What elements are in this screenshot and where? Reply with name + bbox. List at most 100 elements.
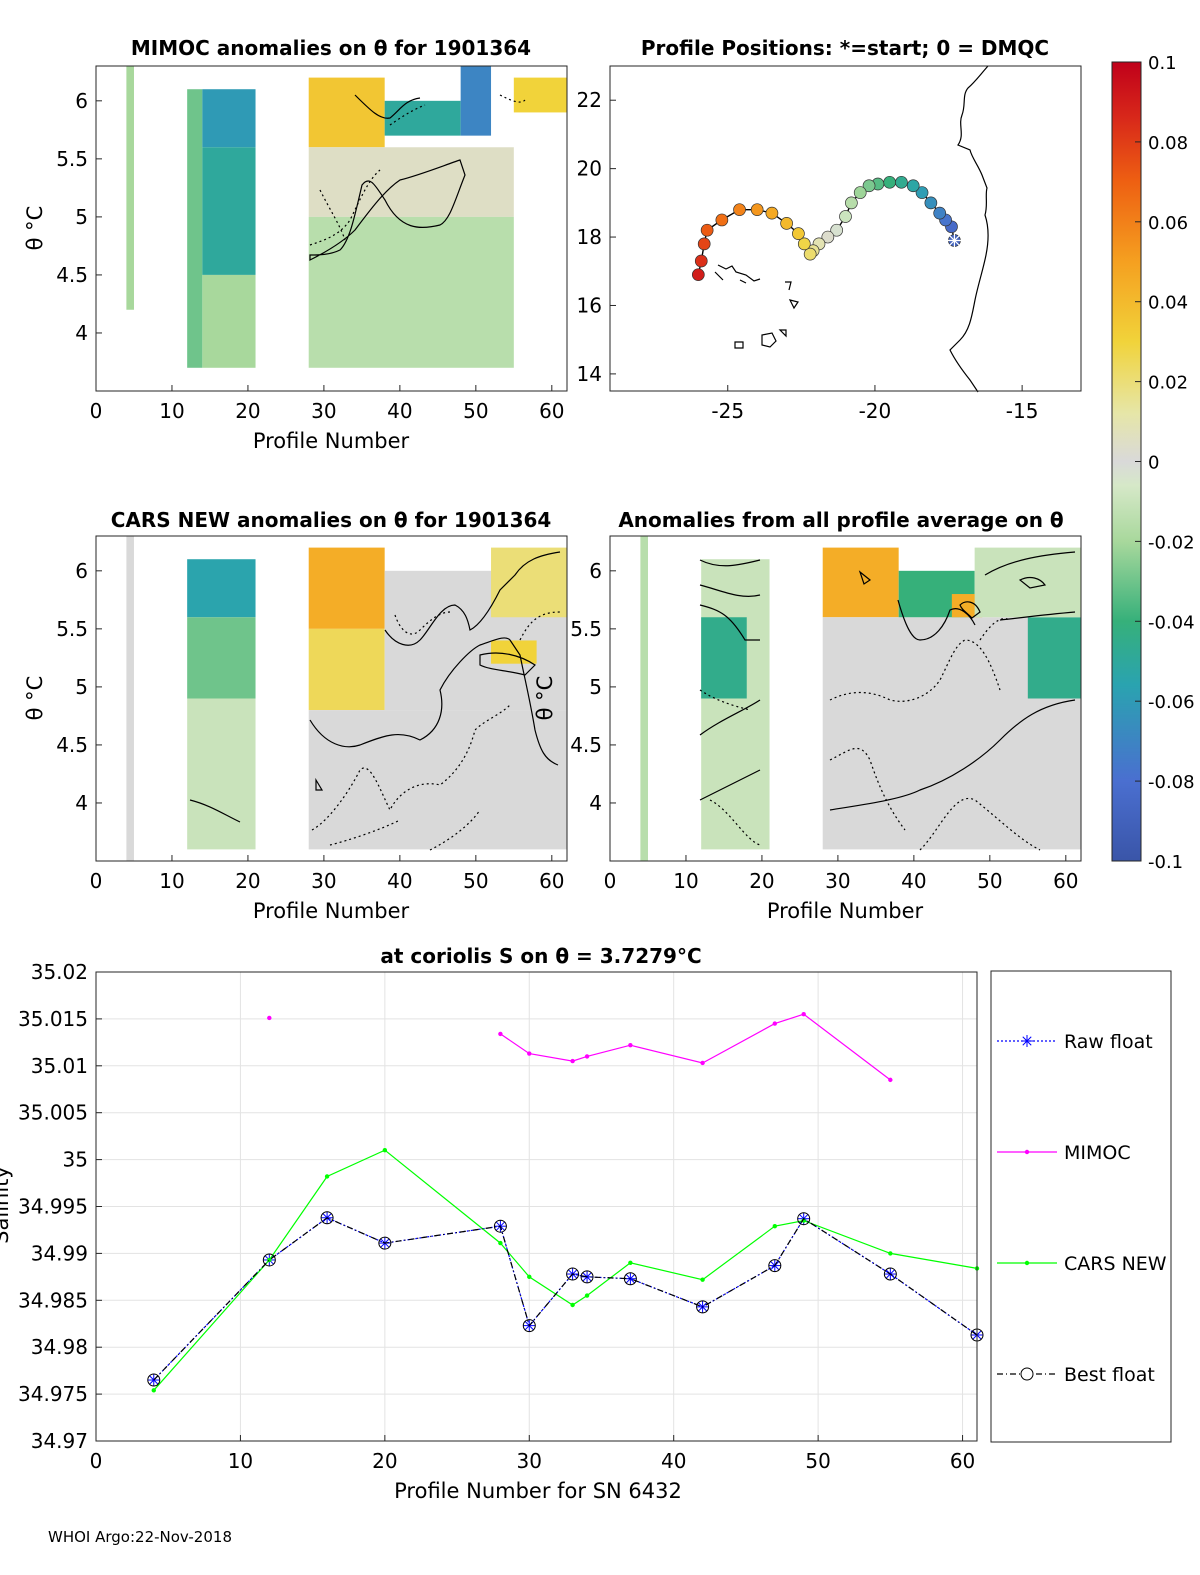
- heatmap-cell: [460, 66, 492, 136]
- cars-ytick-label: 5.5: [56, 617, 88, 641]
- data-point: [498, 1031, 503, 1037]
- legend-marker: [1024, 1149, 1030, 1155]
- profile-position-marker: [830, 223, 844, 237]
- profile-average-anomaly-panel: Anomalies from all profile average on θ …: [533, 508, 1082, 923]
- colorbar-tick-label: 0.02: [1148, 373, 1188, 394]
- salinity-xlabel: Profile Number for SN 6432: [394, 1479, 682, 1503]
- anom-ytick-label: 5: [589, 675, 602, 699]
- positions-xtick-label: -15: [1006, 399, 1039, 423]
- data-point: [570, 1302, 575, 1308]
- heatmap-cell: [308, 710, 567, 850]
- heatmap-cell: [513, 77, 567, 113]
- heatmap-cell: [701, 559, 770, 850]
- colorbar-tick-label: 0.06: [1148, 213, 1188, 234]
- colorbar-tick-label: 0.08: [1148, 133, 1188, 154]
- colorbar-tick-label: -0.08: [1148, 772, 1195, 793]
- data-point: [768, 1259, 782, 1273]
- heatmap-cell: [187, 698, 256, 850]
- legend-marker: [1020, 1367, 1034, 1381]
- anom-xtick-label: 40: [901, 869, 926, 893]
- float-track-line: [697, 181, 956, 275]
- positions-title: Profile Positions: *=start; 0 = DMQC: [641, 36, 1049, 60]
- cars-anomaly-panel: CARS NEW anomalies on θ for 1901364 0 10 2…: [23, 508, 568, 923]
- profile-position-marker: [797, 237, 811, 251]
- colorbar-tick-label: -0.1: [1148, 852, 1183, 873]
- profile-position-marker: [862, 179, 876, 193]
- mimoc-ytick-label: 4: [75, 321, 88, 345]
- cars-xtick-label: 20: [235, 869, 260, 893]
- mimoc-xtick-label: 20: [235, 399, 260, 423]
- mimoc-xtick-label: 0: [90, 399, 103, 423]
- cars-xtick-label: 0: [90, 869, 103, 893]
- colorbar-tick-label: 0.1: [1148, 53, 1177, 74]
- salinity-y-ticks: 35.02 35.015 35.01 35.005 35 34.995 34.99 34.98…: [18, 960, 102, 1453]
- legend-item: MIMOC: [997, 1142, 1131, 1164]
- mimoc-xtick-label: 40: [387, 399, 412, 423]
- anom-ytick-label: 6: [589, 559, 602, 583]
- salinity-ytick-label: 35.015: [18, 1007, 88, 1031]
- salinity-ylabel: Salinity: [0, 1166, 13, 1244]
- data-point: [378, 1236, 392, 1250]
- heatmap-cell: [187, 559, 256, 618]
- heatmap-cell: [308, 216, 514, 368]
- salinity-xtick-label: 50: [805, 1449, 830, 1473]
- legend-label: MIMOC: [1064, 1142, 1131, 1164]
- positions-ytick-label: 18: [577, 225, 602, 249]
- anom-ylabel: θ °C: [533, 676, 557, 721]
- data-point: [324, 1174, 330, 1179]
- legend-item: Raw float: [997, 1031, 1153, 1053]
- data-point: [623, 1272, 637, 1286]
- legend-label: Raw float: [1064, 1031, 1153, 1053]
- salinity-x-ticks: 0 10 20 30 40 50 60: [90, 1435, 975, 1473]
- colorbar-tick-label: 0: [1148, 453, 1159, 474]
- heatmap-cell: [126, 66, 134, 310]
- salinity-ytick-label: 34.975: [18, 1382, 88, 1406]
- cars-ytick-label: 6: [75, 559, 88, 583]
- salinity-xtick-label: 0: [90, 1449, 103, 1473]
- heatmap-cell: [308, 547, 385, 629]
- anom-heatmap-cells: [640, 536, 1081, 861]
- mimoc-xtick-label: 60: [539, 399, 564, 423]
- heatmap-cell: [1027, 617, 1081, 699]
- legend-marker: [1021, 1035, 1033, 1047]
- cars-y-ticks: 6 5.5 5 4.5 4: [56, 559, 102, 815]
- heatmap-cell: [308, 77, 385, 148]
- mimoc-y-ticks: 6 5.5 5 4.5 4: [56, 89, 102, 345]
- data-point: [772, 1021, 778, 1026]
- mimoc-heatmap-cells: [126, 66, 567, 368]
- heatmap-cell: [640, 536, 648, 861]
- mimoc-xtick-label: 50: [463, 399, 488, 423]
- positions-ytick-label: 22: [577, 88, 602, 112]
- mimoc-contour-solid: [309, 94, 466, 261]
- data-point: [262, 1253, 276, 1267]
- data-point: [883, 1267, 897, 1281]
- salinity-xtick-label: 20: [372, 1449, 397, 1473]
- positions-ytick-label: 14: [577, 362, 602, 386]
- anom-contour-dotted: [699, 618, 1041, 851]
- colorbar: 0.1 0.08 0.06 0.04 0.02 0 -0.02 -0.04 -0.06 -0.08…: [1111, 53, 1195, 873]
- mimoc-x-ticks: 0 10 20 30 40 50 60: [90, 385, 565, 423]
- cars-ytick-label: 4.5: [56, 733, 88, 757]
- data-point: [320, 1211, 334, 1225]
- cars-axes-box: [95, 535, 568, 862]
- cars-title: CARS NEW anomalies on θ for 1901364: [111, 508, 552, 532]
- heatmap-cell: [822, 547, 899, 618]
- heatmap-cell: [202, 147, 256, 275]
- data-point: [570, 1058, 575, 1064]
- heatmap-cell: [308, 628, 385, 711]
- legend-marker: [1024, 1260, 1030, 1266]
- data-point: [696, 1300, 710, 1314]
- mimoc-ytick-label: 5: [75, 205, 88, 229]
- data-point: [267, 1257, 272, 1263]
- positions-axes-box: [609, 65, 1082, 392]
- data-point: [493, 1219, 507, 1233]
- profile-position-marker: [750, 203, 764, 217]
- series-line: [153, 1217, 978, 1381]
- cars-ytick-label: 5: [75, 675, 88, 699]
- salinity-ytick-label: 34.985: [18, 1288, 88, 1312]
- anom-xtick-label: 20: [749, 869, 774, 893]
- salinity-xtick-label: 30: [517, 1449, 542, 1473]
- data-point: [628, 1042, 633, 1048]
- cars-xtick-label: 60: [539, 869, 564, 893]
- salinity-legend: Raw float MIMOC CARS NEW Best float: [990, 970, 1172, 1443]
